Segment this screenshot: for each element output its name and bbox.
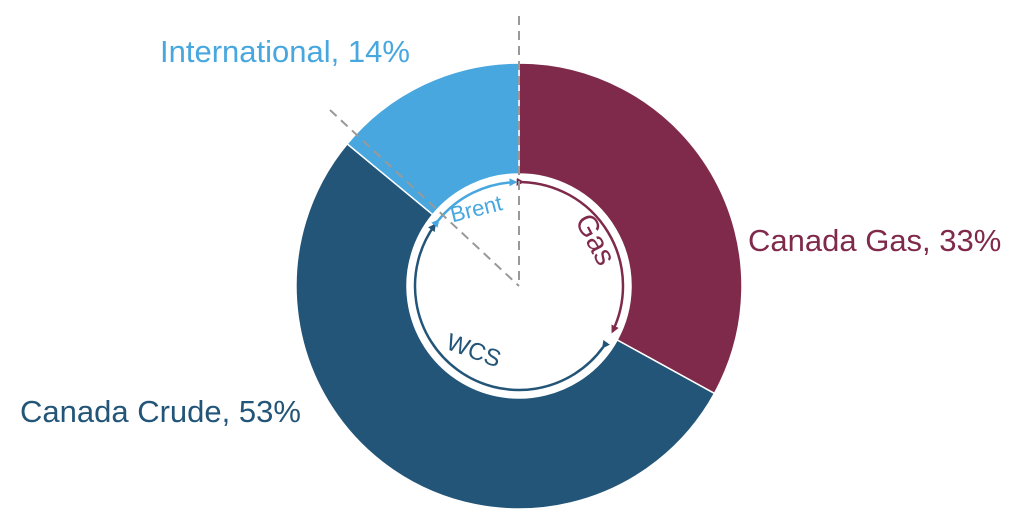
slice-canada-crude <box>295 142 716 510</box>
inner-arc-wcs <box>413 223 610 392</box>
slice-label-canada-gas: Canada Gas, 33% <box>748 223 1001 258</box>
slices-group <box>295 62 743 510</box>
inner-arc-brent <box>431 178 518 228</box>
slice-label-international: International, 14% <box>160 34 410 69</box>
guide-line-diagonal <box>329 109 520 287</box>
slice-label-canada-crude: Canada Crude, 53% <box>20 394 301 429</box>
